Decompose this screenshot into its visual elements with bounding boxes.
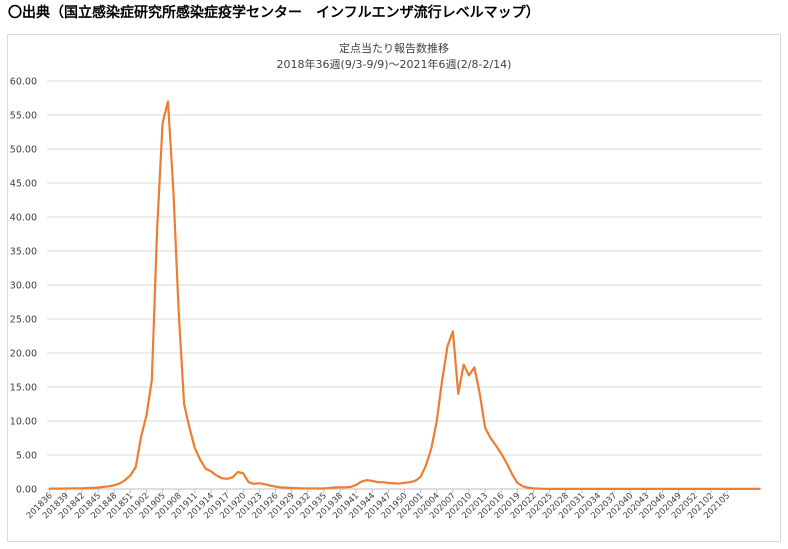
y-tick-label: 45.00	[10, 179, 37, 190]
y-tick-label: 15.00	[10, 383, 37, 394]
circle-mark: 〇	[8, 5, 22, 21]
y-tick-label: 55.00	[10, 111, 37, 122]
series-line	[48, 100, 761, 490]
y-tick-label: 0.00	[16, 485, 37, 496]
y-tick-label: 10.00	[10, 417, 37, 428]
y-tick-label: 30.00	[10, 281, 37, 292]
source-heading: 〇出典（国立感染症研究所感染症疫学センター インフルエンザ流行レベルマップ）	[8, 2, 540, 24]
y-tick-label: 25.00	[10, 315, 37, 326]
y-tick-label: 35.00	[10, 247, 37, 258]
chart-frame	[7, 34, 781, 542]
source-heading-text: 出典（国立感染症研究所感染症疫学センター インフルエンザ流行レベルマップ）	[22, 5, 540, 21]
chart-subtitle: 2018年36週(9/3-9/9)～2021年6週(2/8-2/14)	[276, 58, 512, 71]
y-tick-label: 5.00	[16, 451, 37, 462]
y-tick-label: 20.00	[10, 349, 37, 360]
y-tick-label: 50.00	[10, 145, 37, 156]
y-tick-label: 40.00	[10, 213, 37, 224]
chart-title: 定点当たり報告数推移	[339, 42, 449, 55]
y-tick-label: 60.00	[10, 77, 37, 88]
